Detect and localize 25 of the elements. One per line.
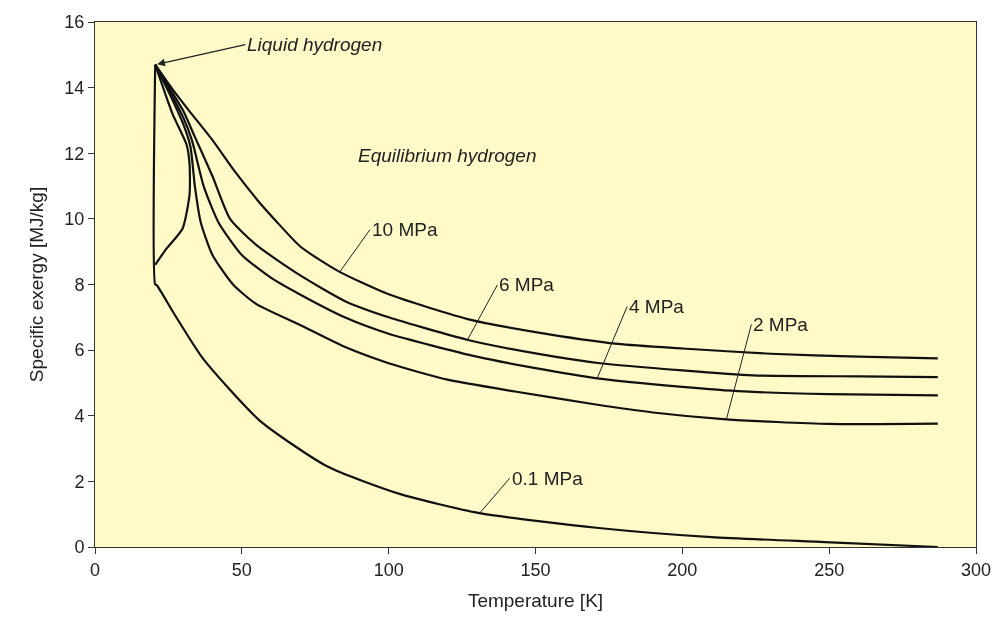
x-tick-label: 300 [960, 559, 992, 580]
y-tick-label: 6 [74, 340, 85, 361]
x-tick-label: 0 [89, 559, 101, 580]
y-tick-label: 14 [64, 77, 85, 98]
x-tick-label: 100 [373, 559, 404, 580]
annotation: 0.1 MPa [512, 468, 584, 489]
x-tick-label: 200 [667, 559, 698, 580]
annotation: Liquid hydrogen [247, 34, 383, 55]
annotation: 2 MPa [753, 314, 809, 335]
y-tick-label: 12 [64, 143, 85, 164]
x-tick-label: 150 [520, 559, 551, 580]
x-tick-label: 250 [814, 559, 845, 580]
y-tick-label: 4 [74, 406, 85, 427]
y-tick-label: 8 [74, 274, 85, 295]
annotation: 6 MPa [499, 274, 555, 295]
y-axis-title: Specific exergy [MJ/kg] [26, 186, 48, 383]
annotation: 10 MPa [372, 219, 438, 240]
annotation: Equilibrium hydrogen [358, 145, 537, 166]
y-tick-label: 10 [64, 209, 85, 230]
y-tick-label: 16 [64, 12, 85, 33]
y-tick-label: 0 [74, 537, 85, 558]
annotation: 4 MPa [629, 296, 685, 317]
y-tick-label: 2 [74, 471, 85, 492]
x-axis-title: Temperature [K] [467, 590, 604, 612]
x-tick-label: 50 [231, 559, 252, 580]
